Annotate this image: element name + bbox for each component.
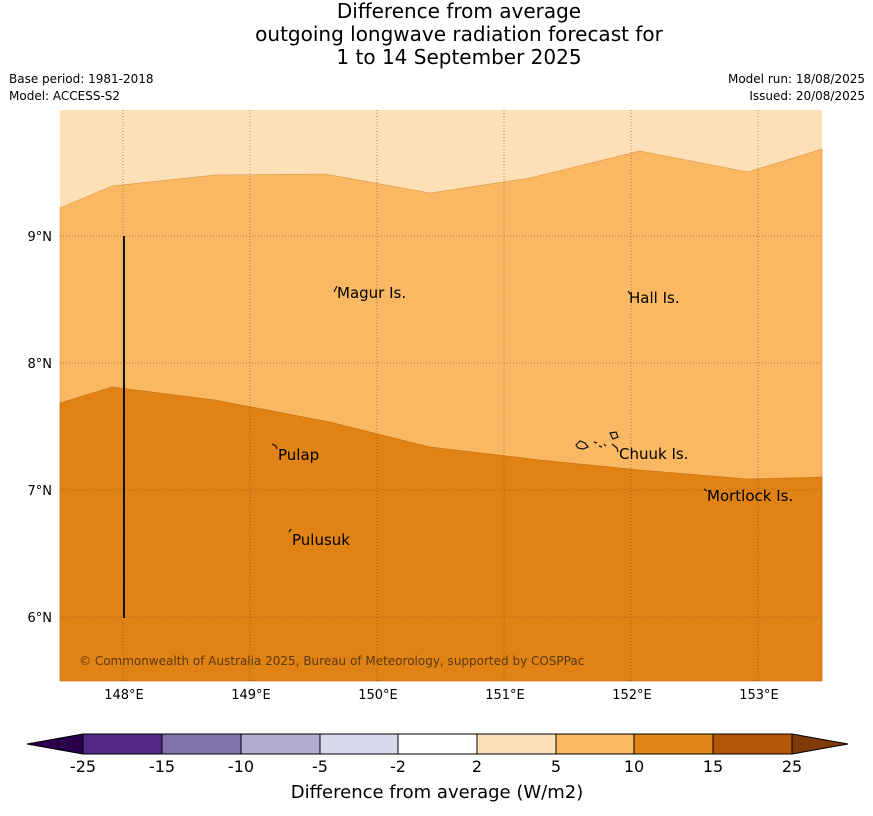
place-magur: Magur Is.	[337, 284, 406, 302]
colorbar-tick: -10	[228, 757, 254, 776]
model-run: Model run: 18/08/2025	[727, 72, 865, 86]
colorbar-bin-9	[712, 733, 793, 755]
colorbar-bin-5	[397, 733, 478, 755]
title-line-3: 1 to 14 September 2025	[336, 45, 582, 69]
colorbar-bin-3	[240, 733, 321, 755]
graticule	[60, 110, 822, 681]
place-pulusuk: Pulusuk	[292, 531, 350, 549]
lon-label-153e: 153°E	[739, 688, 779, 703]
mortlock-island-shape	[703, 488, 708, 492]
island-shapes	[271, 285, 708, 533]
lon-label-152e: 152°E	[612, 688, 652, 703]
chuuk-island-shapes	[575, 431, 619, 453]
place-hall: Hall Is.	[629, 289, 680, 307]
base-period: Base period: 1981-2018	[9, 72, 154, 86]
lon-labels: 148°E 149°E 150°E 151°E 152°E 153°E	[104, 688, 779, 703]
colorbar-bin-6	[476, 733, 557, 755]
lat-label-6n: 6°N	[28, 611, 53, 626]
lon-label-148e: 148°E	[104, 688, 144, 703]
colorbar-bin-8	[633, 733, 714, 755]
issued-date: Issued: 20/08/2025	[749, 89, 865, 103]
lon-label-149e: 149°E	[231, 688, 271, 703]
lat-labels: 9°N 8°N 7°N 6°N	[28, 230, 53, 626]
lat-label-8n: 8°N	[28, 357, 53, 372]
colorbar-title: Difference from average (W/m2)	[291, 782, 583, 803]
magur-island-shape	[333, 285, 338, 293]
map-title: Difference from average outgoing longwav…	[0, 0, 873, 69]
lat-label-9n: 9°N	[28, 230, 53, 245]
colorbar-tick: -25	[70, 757, 96, 776]
title-line-1: Difference from average	[336, 0, 582, 23]
colorbar-tick: -15	[149, 757, 175, 776]
colorbar-bin-1	[82, 733, 163, 755]
colorbar-bin-7	[555, 733, 635, 755]
lon-label-150e: 150°E	[358, 688, 398, 703]
model-name: Model: ACCESS-S2	[9, 89, 121, 103]
colorbar-tick: 15	[703, 757, 723, 776]
lat-label-7n: 7°N	[28, 484, 53, 499]
colorbar-tick: 5	[551, 757, 561, 776]
place-mortlock: Mortlock Is.	[707, 487, 793, 505]
colorbar-tick: -5	[312, 757, 328, 776]
colorbar-bin-4	[319, 733, 399, 755]
meta-right: Model run: 18/08/2025 Issued: 20/08/2025	[728, 71, 865, 105]
pulusuk-island-shape	[288, 528, 292, 533]
place-chuuk: Chuuk Is.	[619, 445, 688, 463]
lon-label-151e: 151°E	[485, 688, 525, 703]
colorbar-extend-high	[791, 733, 849, 755]
colorbar-tick: -2	[390, 757, 406, 776]
colorbar-bin-2	[161, 733, 242, 755]
anomaly-zone-10-15	[59, 386, 823, 682]
colorbar-tick: 25	[782, 757, 802, 776]
pulap-island-shape	[271, 443, 278, 450]
colorbar-tick: 2	[472, 757, 482, 776]
colorbar-tick: 10	[624, 757, 644, 776]
meta-left: Base period: 1981-2018 Model: ACCESS-S2	[9, 71, 154, 105]
map-panel: Magur Is. Hall Is. Pulap Chuuk Is. Mortl…	[59, 110, 823, 682]
title-line-2: outgoing longwave radiation forecast for	[255, 22, 663, 46]
place-pulap: Pulap	[278, 446, 319, 464]
hall-island-shape	[627, 290, 631, 295]
colorbar: -25 -15 -10 -5 -2 2 5 10 15 25 Differenc…	[26, 733, 849, 803]
copyright-text: © Commonwealth of Australia 2025, Bureau…	[79, 654, 584, 668]
colorbar-extend-low	[26, 733, 84, 755]
